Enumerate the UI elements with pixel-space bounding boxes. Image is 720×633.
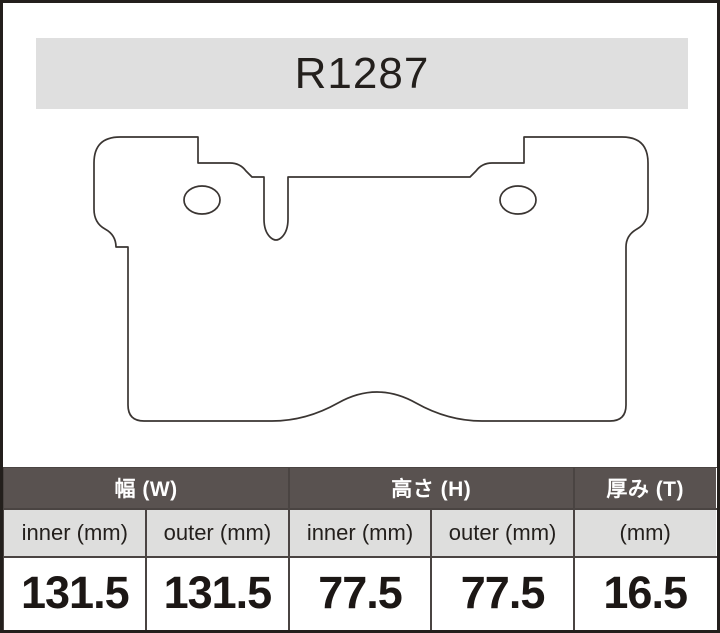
brake-pad-drawing <box>3 115 717 467</box>
part-number-band: R1287 <box>36 38 688 109</box>
table-group-header-row: 幅 (W) 高さ (H) 厚み (T) <box>3 466 717 510</box>
value-height-outer: 77.5 <box>430 555 575 630</box>
group-header-width: 幅 (W) <box>3 466 290 510</box>
group-header-thickness: 厚み (T) <box>572 466 717 510</box>
table-sub-header-row: inner (mm) outer (mm) inner (mm) outer (… <box>3 507 717 558</box>
pad-body-path <box>93 136 649 422</box>
sub-header-height-inner: inner (mm) <box>287 507 433 558</box>
dimensions-table: 幅 (W) 高さ (H) 厚み (T) inner (mm) outer (mm… <box>3 466 717 630</box>
table-value-row: 131.5 131.5 77.5 77.5 16.5 <box>3 555 717 630</box>
left-mounting-hole <box>183 185 221 215</box>
sub-header-width-inner: inner (mm) <box>3 507 148 558</box>
sub-header-width-outer: outer (mm) <box>145 507 290 558</box>
part-number-text: R1287 <box>294 48 430 98</box>
group-header-height: 高さ (H) <box>287 466 575 510</box>
value-height-inner: 77.5 <box>287 555 433 630</box>
value-width-outer: 131.5 <box>145 555 290 630</box>
right-mounting-hole <box>499 185 537 215</box>
value-width-inner: 131.5 <box>3 555 148 630</box>
value-thickness: 16.5 <box>572 555 717 630</box>
sub-header-height-outer: outer (mm) <box>430 507 575 558</box>
sub-header-thickness-unit: (mm) <box>572 507 717 558</box>
brake-pad-outline-svg <box>93 136 649 422</box>
